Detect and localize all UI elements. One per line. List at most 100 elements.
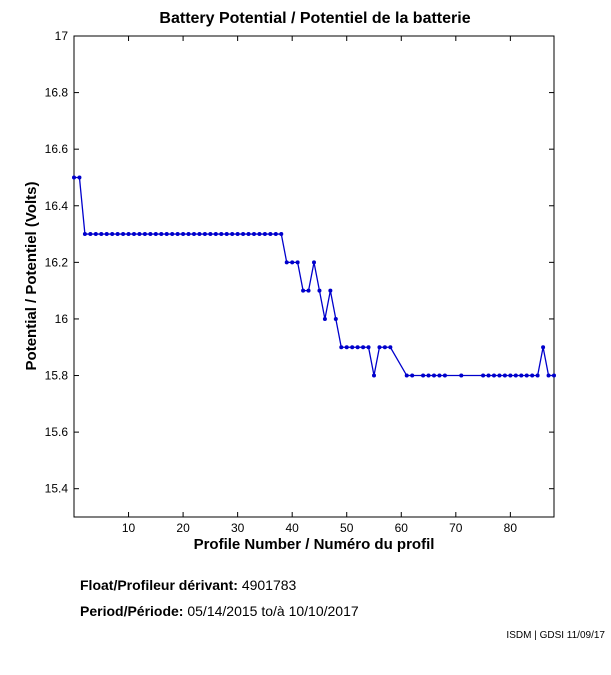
data-point xyxy=(208,232,213,237)
data-point xyxy=(164,232,169,237)
period-separator: to/à xyxy=(261,603,285,619)
data-point xyxy=(170,232,175,237)
data-point xyxy=(344,345,349,350)
data-point xyxy=(481,373,486,378)
data-point xyxy=(404,373,409,378)
data-point xyxy=(432,373,436,378)
credit-text: ISDM | GDSI 11/09/17 xyxy=(506,630,605,641)
y-tick-label: 17 xyxy=(55,29,69,43)
data-point xyxy=(546,373,551,378)
data-point xyxy=(213,232,218,237)
plot-frame xyxy=(73,35,555,518)
data-point xyxy=(513,373,518,378)
data-point xyxy=(295,260,300,265)
data-point xyxy=(99,232,104,237)
chart-title: Battery Potential / Potentiel de la batt… xyxy=(159,10,470,27)
data-point xyxy=(508,373,513,378)
y-axis-label: Potential / Potentiel (Volts) xyxy=(23,182,40,371)
data-point xyxy=(502,373,507,378)
x-tick-label: 30 xyxy=(231,521,245,535)
x-tick-label: 10 xyxy=(122,521,136,535)
y-tick-label: 15.8 xyxy=(45,369,69,383)
data-point xyxy=(284,260,289,265)
data-point xyxy=(279,232,284,237)
data-point xyxy=(366,345,371,350)
data-point xyxy=(148,232,153,237)
data-point xyxy=(202,232,207,237)
data-point xyxy=(426,373,431,378)
data-point xyxy=(246,232,251,237)
data-point xyxy=(372,373,376,378)
data-point xyxy=(153,232,158,237)
data-point xyxy=(186,232,191,237)
data-point xyxy=(486,373,491,378)
data-point xyxy=(524,373,529,378)
data-point xyxy=(235,232,240,237)
x-tick-label: 80 xyxy=(504,521,518,535)
float-value: 4901783 xyxy=(241,577,297,593)
data-point xyxy=(442,373,447,378)
period-info: Period/Période: 05/14/2015 to/à 10/10/20… xyxy=(80,603,359,619)
x-tick-label: 40 xyxy=(286,521,300,535)
x-tick-label: 70 xyxy=(449,521,463,535)
y-tick-label: 15.6 xyxy=(45,425,69,439)
data-point xyxy=(519,373,524,378)
data-point xyxy=(82,232,87,237)
data-point xyxy=(132,232,136,237)
data-point xyxy=(492,373,496,378)
data-point xyxy=(355,345,360,350)
y-tick-label: 15.4 xyxy=(45,482,69,496)
y-tick-label: 16.6 xyxy=(45,142,69,156)
data-point xyxy=(410,373,415,378)
data-point xyxy=(541,345,546,350)
data-point xyxy=(121,232,126,237)
series-line xyxy=(74,176,554,377)
data-point xyxy=(262,232,267,237)
data-point xyxy=(192,232,196,237)
float-info: Float/Profileur dérivant: 4901783 xyxy=(80,577,296,593)
data-point xyxy=(88,232,93,237)
data-point xyxy=(306,288,311,293)
data-point xyxy=(459,373,464,378)
data-point xyxy=(377,345,382,350)
period-start: 05/14/2015 xyxy=(187,603,258,619)
data-point xyxy=(317,288,322,293)
data-point xyxy=(115,232,120,237)
data-point xyxy=(110,232,115,237)
data-point xyxy=(333,316,338,321)
data-point xyxy=(175,232,180,237)
x-tick-label: 20 xyxy=(176,521,190,535)
data-point xyxy=(241,232,246,237)
data-point xyxy=(230,232,235,237)
data-point xyxy=(142,232,147,237)
data-point xyxy=(273,232,278,237)
data-point xyxy=(301,288,306,293)
data-point xyxy=(552,373,556,378)
x-tick-label: 60 xyxy=(395,521,409,535)
period-end: 10/10/2017 xyxy=(288,603,359,619)
data-point xyxy=(328,288,333,293)
data-point xyxy=(72,175,76,180)
data-point xyxy=(137,232,142,237)
data-point xyxy=(535,373,540,378)
float-label: Float/Profileur dérivant: xyxy=(80,577,238,593)
series-points xyxy=(72,175,556,378)
data-point xyxy=(197,232,202,237)
x-axis-label: Profile Number / Numéro du profil xyxy=(194,536,435,553)
data-point xyxy=(421,373,426,378)
y-tick-label: 16.8 xyxy=(45,86,69,100)
data-point xyxy=(339,345,344,350)
battery-chart: Battery Potential / Potentiel de la batt… xyxy=(23,10,556,553)
data-point xyxy=(159,232,164,237)
data-point xyxy=(290,260,295,265)
x-tick-label: 50 xyxy=(340,521,354,535)
data-point xyxy=(361,345,366,350)
data-point xyxy=(181,232,186,237)
period-label: Period/Période: xyxy=(80,603,184,619)
data-point xyxy=(104,232,109,237)
data-point xyxy=(382,345,387,350)
y-tick-label: 16.2 xyxy=(45,255,69,269)
data-point xyxy=(437,373,442,378)
data-point xyxy=(268,232,273,237)
data-point xyxy=(257,232,262,237)
